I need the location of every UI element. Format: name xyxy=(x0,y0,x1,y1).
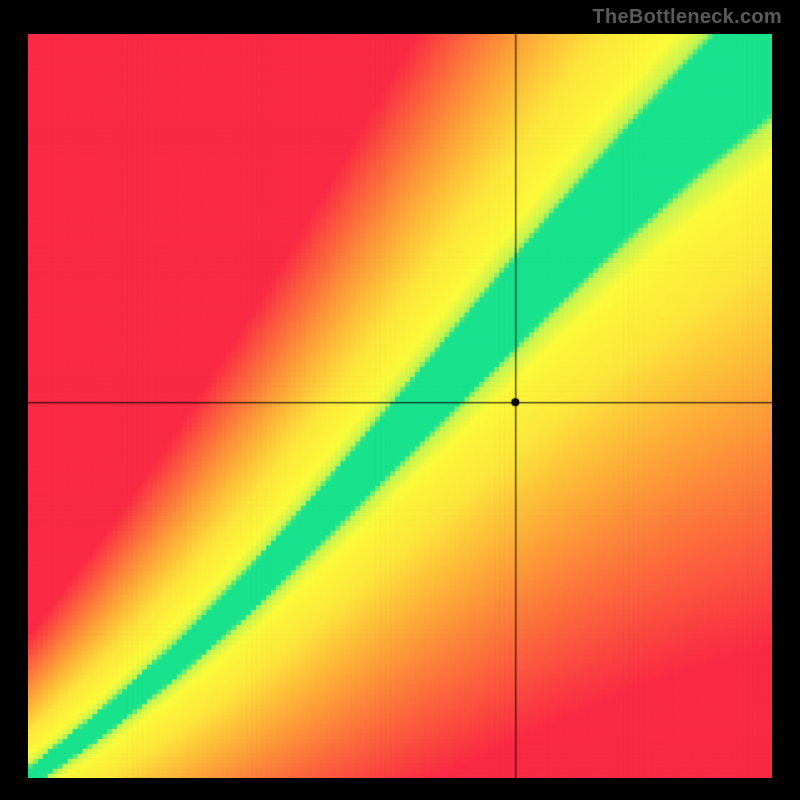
heatmap-canvas xyxy=(28,34,772,778)
watermark-text: TheBottleneck.com xyxy=(592,6,782,29)
heatmap-plot xyxy=(28,34,772,778)
chart-frame: TheBottleneck.com xyxy=(0,0,800,800)
